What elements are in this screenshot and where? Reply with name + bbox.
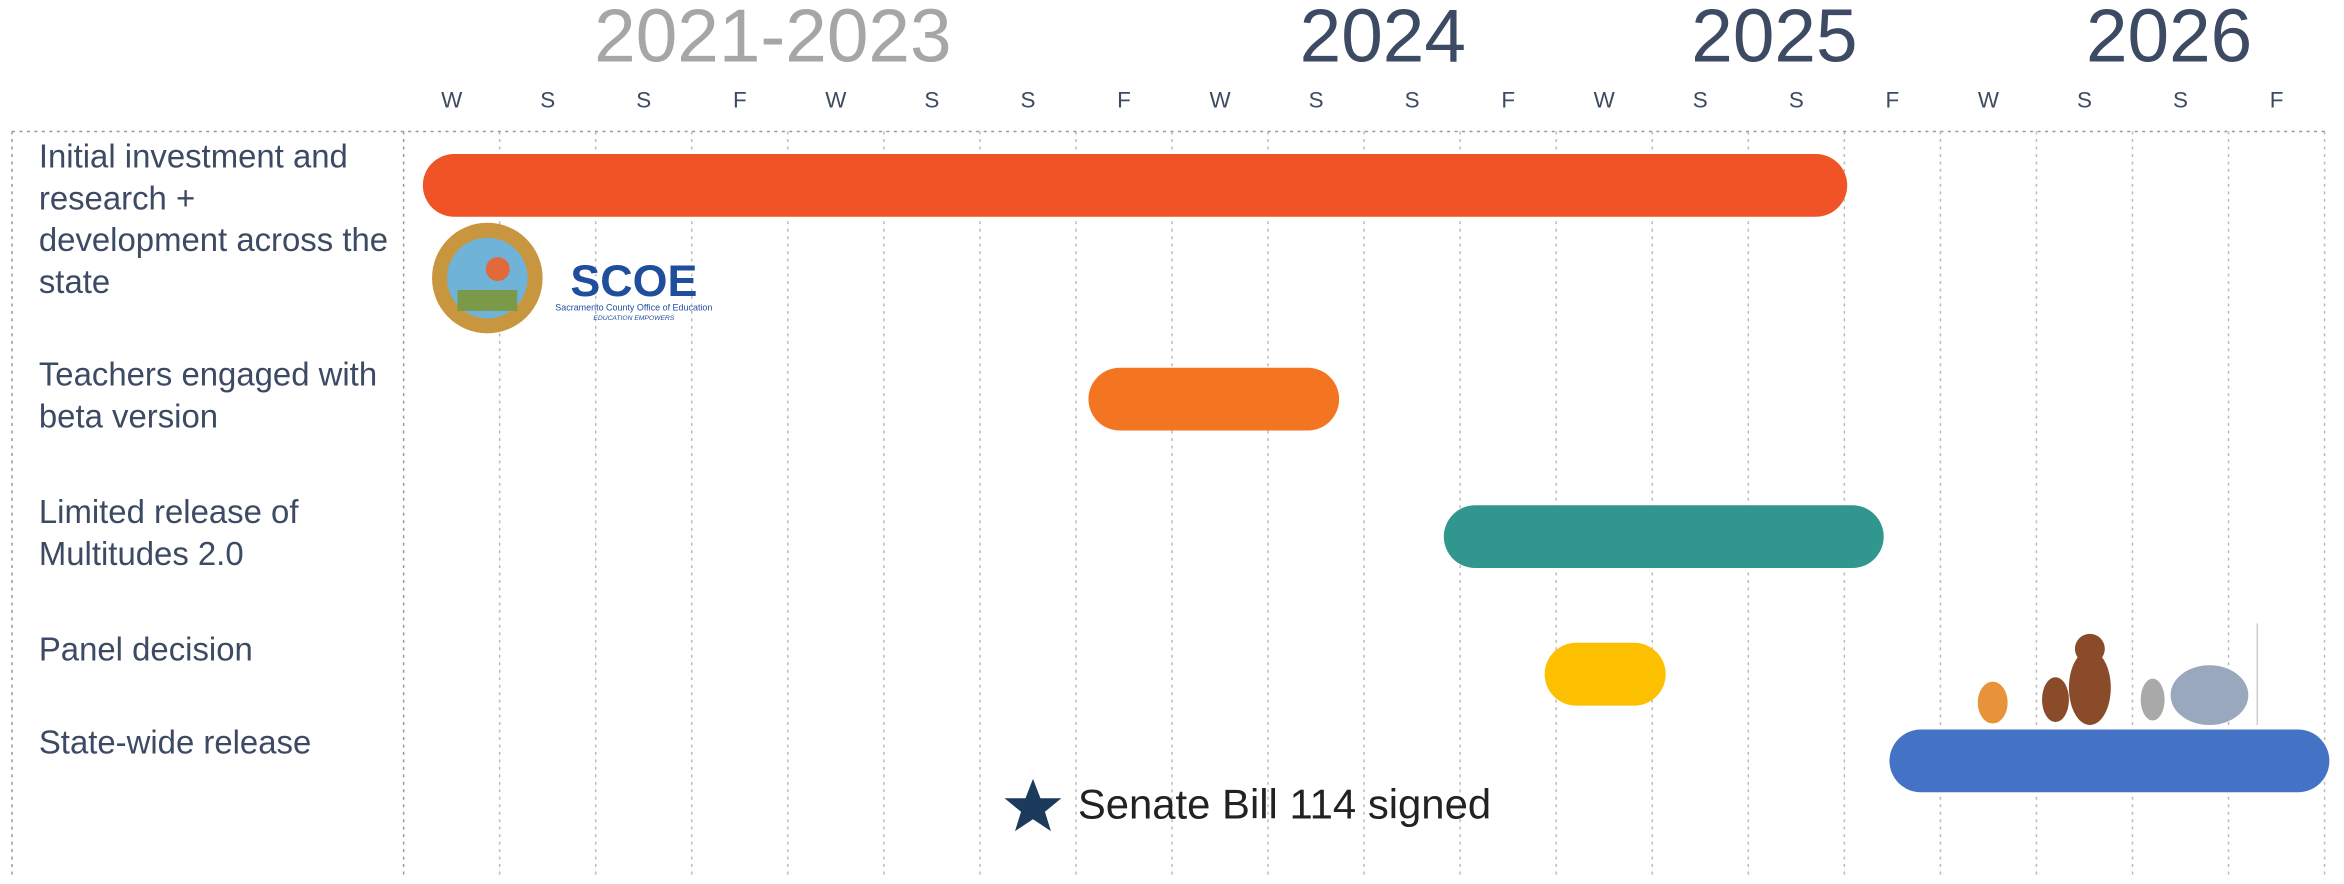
column-label: W bbox=[1594, 88, 1616, 113]
page: {"timeline": { "years": ["2021-2023", "2… bbox=[0, 0, 2344, 879]
column-label: F bbox=[2270, 88, 2284, 113]
animals-illustration bbox=[1978, 623, 2258, 725]
column-label: S bbox=[2173, 88, 2188, 113]
column-label: W bbox=[825, 88, 847, 113]
column-label: S bbox=[636, 88, 651, 113]
logo-tagline: EDUCATION EMPOWERS bbox=[593, 315, 674, 322]
timeline-bar bbox=[1444, 505, 1884, 568]
timeline-bar bbox=[1545, 643, 1666, 706]
logo-name: SCOE bbox=[570, 255, 697, 306]
column-label: S bbox=[540, 88, 555, 113]
timeline-bar bbox=[423, 154, 1847, 217]
column-label: S bbox=[924, 88, 939, 113]
column-label: S bbox=[2077, 88, 2092, 113]
row-label-box: Teachers engaged with beta version bbox=[39, 354, 390, 548]
column-label: W bbox=[441, 88, 463, 113]
column-label: F bbox=[733, 88, 747, 113]
timeline-chart: State-wide releasePanel decisionLimited … bbox=[0, 0, 2344, 879]
column-label: F bbox=[1117, 88, 1131, 113]
column-label: S bbox=[1789, 88, 1804, 113]
column-label: S bbox=[1693, 88, 1708, 113]
column-label: F bbox=[1501, 88, 1515, 113]
column-label: S bbox=[1309, 88, 1324, 113]
row-label: Teachers engaged with beta version bbox=[39, 354, 390, 438]
year-label: 2025 bbox=[1691, 0, 1857, 78]
milestone-label: Senate Bill 114 signed bbox=[1078, 780, 1491, 827]
column-label: W bbox=[1978, 88, 2000, 113]
timeline-bar bbox=[1088, 368, 1339, 431]
row-label-box: Initial investment and research + develo… bbox=[39, 136, 390, 330]
column-label: W bbox=[1209, 88, 1231, 113]
year-label: 2021-2023 bbox=[594, 0, 951, 78]
state-seal bbox=[432, 223, 543, 334]
timeline-bar bbox=[1889, 730, 2329, 793]
logo-subtitle: Sacramento County Office of Education bbox=[555, 302, 712, 312]
column-label: S bbox=[1405, 88, 1420, 113]
column-label: F bbox=[1886, 88, 1900, 113]
column-label: S bbox=[1020, 88, 1035, 113]
milestone-star bbox=[1005, 779, 1062, 831]
year-label: 2024 bbox=[1300, 0, 1466, 78]
row-label: Initial investment and research + develo… bbox=[39, 136, 390, 303]
year-label: 2026 bbox=[2086, 0, 2252, 78]
